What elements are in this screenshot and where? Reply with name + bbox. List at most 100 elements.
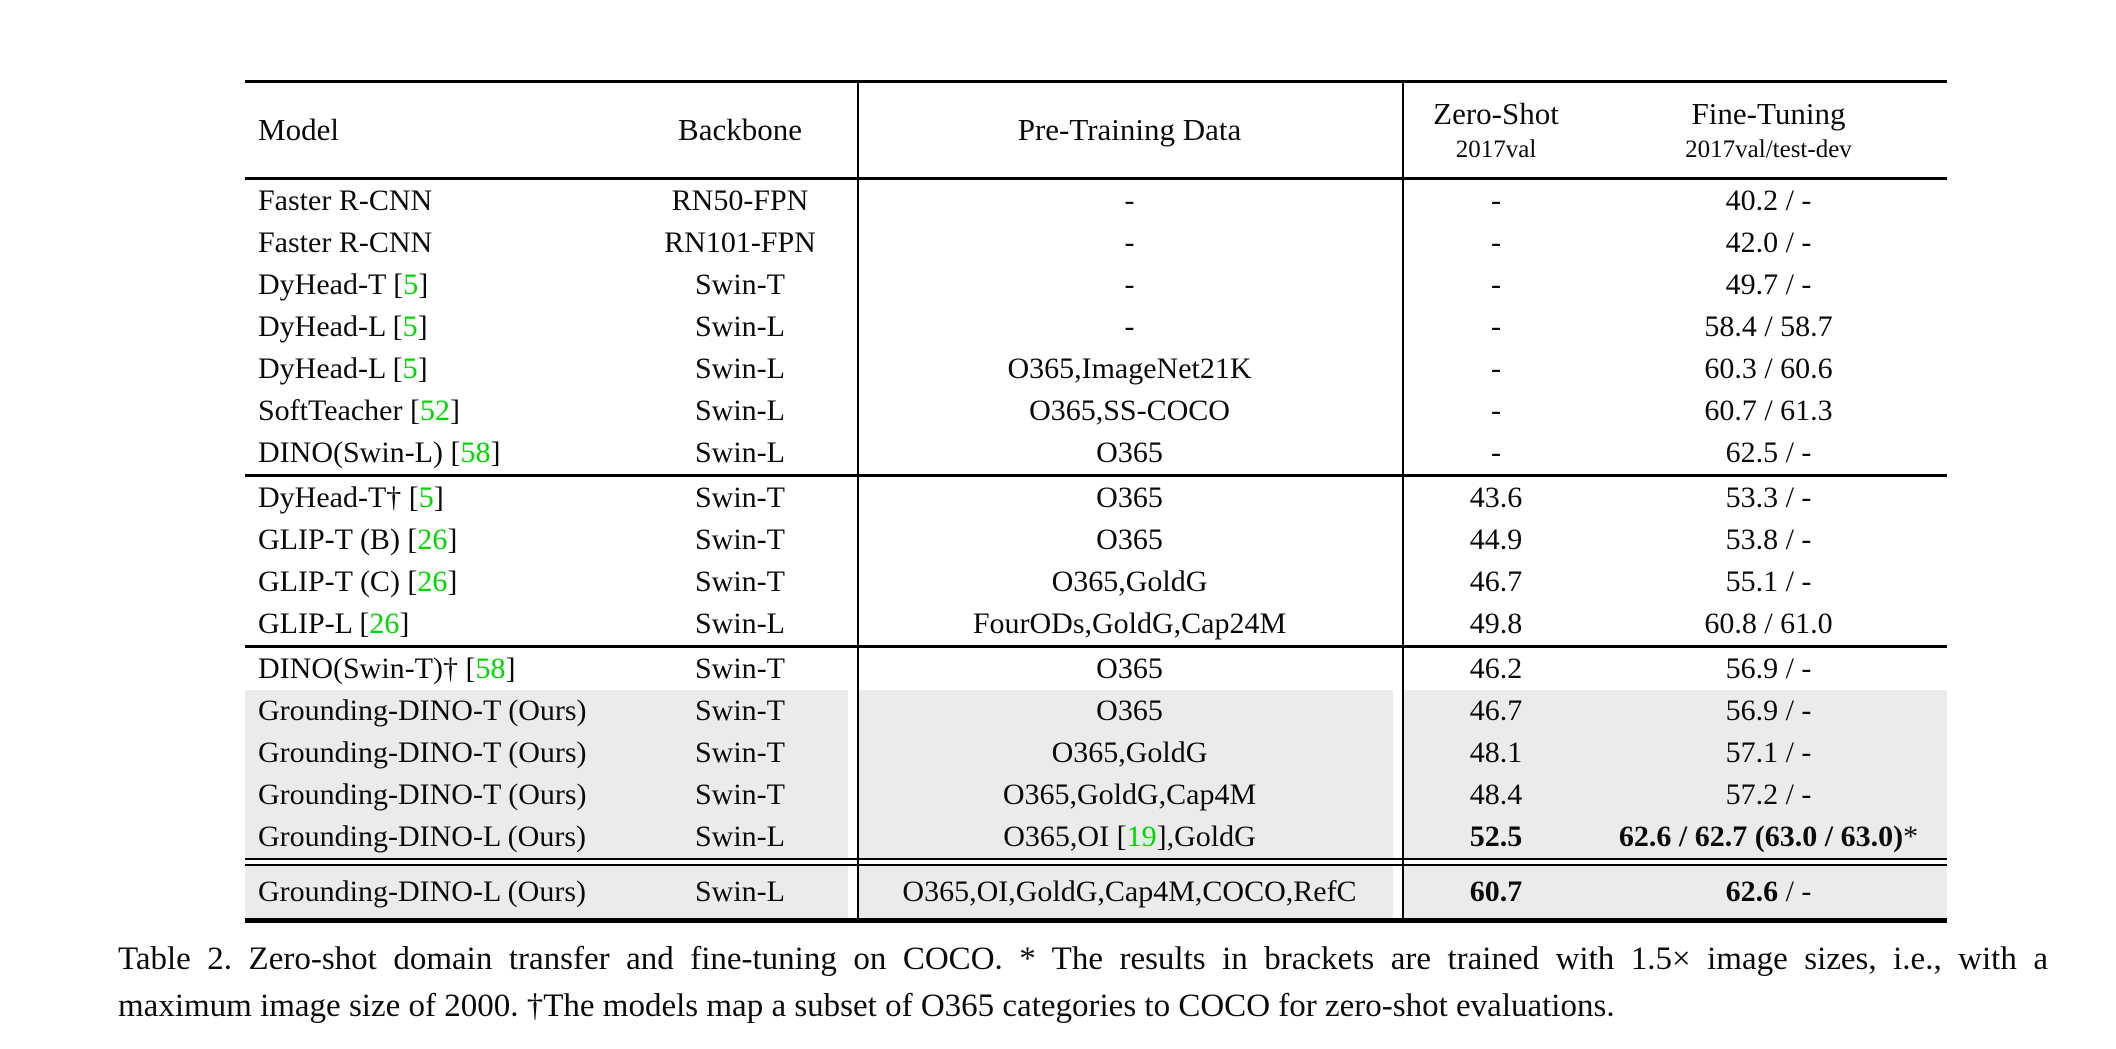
cell-fine-tuning: 53.3 / - — [1725, 481, 1812, 514]
header-fine-tuning-sub: 2017val/test-dev — [1685, 135, 1852, 163]
header-backbone: Backbone — [678, 112, 802, 147]
caption-line-2: maximum image size of 2000. †The models … — [118, 988, 1615, 1024]
table-row: DyHead-T [5] Swin-T - - 49.7 / - — [245, 264, 1947, 306]
cell-model: DyHead-T [5] — [258, 268, 429, 301]
table-caption: Table 2. Zero-shot domain transfer and f… — [118, 936, 2048, 1030]
header-zero-shot-label: Zero-Shot — [1433, 95, 1559, 131]
table-row: Grounding-DINO-T (Ours) Swin-T O365,GoldG 4… — [245, 732, 1947, 774]
cell-backbone: Swin-L — [695, 352, 785, 385]
cell-fine-tuning: 57.1 / - — [1725, 736, 1812, 769]
cell-zero-shot: 46.7 — [1469, 565, 1523, 598]
cell-model: DyHead-L [5] — [258, 352, 428, 385]
table-header: Model Backbone Pre-Training Data Zero-Sh… — [245, 83, 1947, 180]
table-row: Faster R-CNN RN101-FPN - - 42.0 / - — [245, 222, 1947, 264]
cell-model: Grounding-DINO-T (Ours) — [258, 736, 587, 769]
cell-backbone: Swin-T — [695, 523, 785, 556]
cell-fine-tuning: 60.8 / 61.0 — [1704, 607, 1833, 640]
column-divider-rule-1 — [857, 83, 859, 918]
citation-number: 5 — [418, 481, 434, 514]
row-group: Grounding-DINO-L (Ours) Swin-L O365,OI,Gol… — [245, 866, 1947, 918]
cell-backbone: Swin-L — [695, 820, 785, 853]
cell-fine-tuning: 55.1 / - — [1725, 565, 1812, 598]
table-row: DINO(Swin-T)† [58] Swin-T O365 46.2 56.9 / - — [245, 648, 1947, 690]
results-table: Model Backbone Pre-Training Data Zero-Sh… — [245, 80, 1947, 923]
cell-pretraining-data: FourODs,GoldG,Cap24M — [972, 607, 1287, 640]
cell-fine-tuning: 57.2 / - — [1725, 778, 1812, 811]
table-row: GLIP-T (B) [26] Swin-T O365 44.9 53.8 / - — [245, 519, 1947, 561]
cell-zero-shot: 48.4 — [1469, 778, 1523, 811]
header-zero-shot: Zero-Shot 2017val — [1402, 96, 1590, 165]
table-row: Grounding-DINO-L (Ours) Swin-L O365,OI [19… — [245, 816, 1947, 858]
cell-pretraining-data: - — [1124, 226, 1135, 259]
cell-backbone: RN101-FPN — [664, 226, 816, 259]
table-body: Faster R-CNN RN50-FPN - -40.2 / - Faster R-C… — [245, 180, 1947, 918]
citation-number: 26 — [417, 565, 448, 598]
cell-model: Grounding-DINO-L (Ours) — [258, 875, 586, 908]
cell-backbone: RN50-FPN — [671, 184, 809, 217]
cell-backbone: Swin-T — [695, 778, 785, 811]
double-rule-separator — [245, 858, 1947, 866]
cell-backbone: Swin-T — [695, 652, 785, 685]
cell-pretraining-data: O365 — [1096, 694, 1163, 727]
table-row: Faster R-CNN RN50-FPN - - 40.2 / - — [245, 180, 1947, 222]
cell-zero-shot: - — [1491, 268, 1501, 301]
cell-pretraining-data: O365,GoldG — [1051, 565, 1208, 598]
citation-number: 26 — [369, 607, 400, 640]
table-row: GLIP-L [26] Swin-L FourODs,GoldG,Cap24M 49.… — [245, 603, 1947, 645]
cell-fine-tuning: 60.3 / 60.6 — [1704, 352, 1833, 385]
table-row: DINO(Swin-L) [58] Swin-L O365 - 62.5 / - — [245, 432, 1947, 474]
cell-backbone: Swin-L — [695, 436, 785, 469]
cell-pretraining-data: O365,OI,GoldG,Cap4M,COCO,RefC — [902, 875, 1357, 908]
cell-zero-shot: 60.7 — [1469, 875, 1523, 908]
table-row: DyHead-L [5] Swin-L O365,ImageNet21K - 60.3 … — [245, 348, 1947, 390]
cell-model: Faster R-CNN — [258, 226, 433, 259]
cell-zero-shot: 46.2 — [1469, 652, 1523, 685]
table-row: DyHead-T† [5] Swin-T O365 43.6 53.3 / - — [245, 477, 1947, 519]
cell-pretraining-data: O365,SS-COCO — [1029, 394, 1230, 427]
header-pretraining-data: Pre-Training Data — [1017, 112, 1242, 147]
cell-zero-shot: - — [1491, 352, 1501, 385]
cell-model: DyHead-T† [5] — [258, 481, 444, 514]
cell-fine-tuning: 42.0 / - — [1725, 226, 1812, 259]
table-row: Grounding-DINO-T (Ours) Swin-T O365 46.7 56.… — [245, 690, 1947, 732]
header-model: Model — [258, 112, 339, 147]
cell-pretraining-data: O365 — [1096, 523, 1163, 556]
citation-number: 58 — [475, 652, 506, 685]
cell-pretraining-data: O365 — [1096, 652, 1163, 685]
cell-zero-shot: - — [1491, 436, 1501, 469]
citation-number: 5 — [403, 268, 419, 301]
cell-fine-tuning: 49.7 / - — [1725, 268, 1812, 301]
table-row: DyHead-L [5] Swin-L - - 58.4 / 58.7 — [245, 306, 1947, 348]
cell-zero-shot: 52.5 — [1469, 820, 1523, 853]
citation-number: 58 — [460, 436, 491, 469]
cell-model: Grounding-DINO-L (Ours) — [258, 820, 586, 853]
cell-fine-tuning: 60.7 / 61.3 — [1704, 394, 1833, 427]
cell-zero-shot: 48.1 — [1469, 736, 1523, 769]
header-fine-tuning-label: Fine-Tuning — [1691, 95, 1846, 131]
cell-zero-shot: 43.6 — [1469, 481, 1523, 514]
cell-pretraining-data: O365 — [1096, 436, 1163, 469]
table-row: Grounding-DINO-L (Ours) Swin-L O365,OI,Gol… — [245, 866, 1947, 918]
cell-backbone: Swin-L — [695, 394, 785, 427]
cell-zero-shot: 44.9 — [1469, 523, 1523, 556]
row-group: DyHead-T† [5] Swin-T O365 43.6 53.3 / - GLIP-… — [245, 474, 1947, 645]
cell-model: SoftTeacher [52] — [258, 394, 460, 427]
citation-number: 52 — [419, 394, 450, 427]
cell-fine-tuning: 40.2 / - — [1725, 184, 1812, 217]
cell-model: Grounding-DINO-T (Ours) — [258, 694, 587, 727]
cell-fine-tuning: 62.6 / 62.7 (63.0 / 63.0)* — [1618, 820, 1919, 853]
column-divider-rule-2 — [1402, 83, 1404, 918]
cell-pretraining-data: - — [1124, 268, 1135, 301]
citation-number: 5 — [402, 352, 418, 385]
cell-zero-shot: - — [1491, 394, 1501, 427]
cell-backbone: Swin-L — [695, 875, 785, 908]
cell-fine-tuning: 58.4 / 58.7 — [1704, 310, 1833, 343]
table-row: Grounding-DINO-T (Ours) Swin-T O365,GoldG,… — [245, 774, 1947, 816]
table-row: GLIP-T (C) [26] Swin-T O365,GoldG 46.7 55.1 … — [245, 561, 1947, 603]
cell-fine-tuning: 62.6 / - — [1725, 875, 1812, 908]
cell-fine-tuning: 53.8 / - — [1725, 523, 1812, 556]
cell-model: GLIP-L [26] — [258, 607, 410, 640]
cell-model: GLIP-T (B) [26] — [258, 523, 458, 556]
cell-pretraining-data: O365 — [1096, 481, 1163, 514]
